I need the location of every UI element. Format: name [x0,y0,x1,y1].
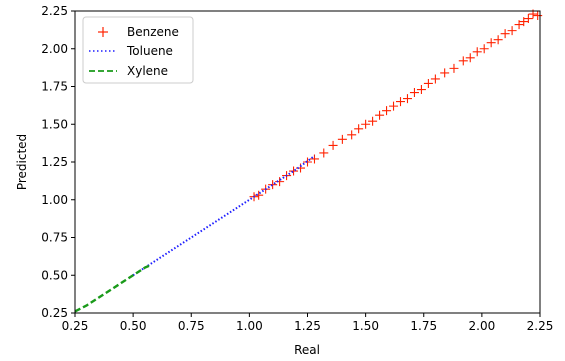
series-line-toluene [132,155,316,277]
data-point-benzene [347,130,357,140]
data-point-benzene [423,78,433,88]
x-tick-label: 0.75 [178,319,205,333]
legend-label-benzene: Benzene [127,25,179,39]
data-point-benzene [458,56,468,66]
x-axis-label: Real [294,343,320,357]
x-tick-label: 1.75 [410,319,437,333]
y-tick-label: 1.75 [41,80,68,94]
data-point-benzene [493,35,503,45]
x-tick-label: 2.25 [527,319,554,333]
x-tick-label: 0.50 [120,319,147,333]
series-benzene [249,9,543,202]
legend-label-toluene: Toluene [126,44,173,58]
data-point-benzene [382,106,392,116]
data-point-benzene [361,119,371,129]
y-tick-label: 1.25 [41,155,68,169]
data-point-benzene [409,88,419,98]
y-tick-label: 0.50 [41,268,68,282]
series-line-xylene [74,263,153,313]
x-tick-label: 1.25 [294,319,321,333]
legend-label-xylene: Xylene [127,64,168,78]
data-point-benzene [289,166,299,176]
data-point-benzene [449,63,459,73]
x-axis: 0.25 0.50 0.75 1.00 1.25 1.50 1.75 2.00 2.25 [62,313,554,333]
y-tick-label: 1.00 [41,193,68,207]
data-point-benzene [440,68,450,78]
data-point-benzene [486,38,496,48]
data-point-benzene [514,20,524,30]
data-point-benzene [472,47,482,57]
data-point-benzene [275,177,285,187]
x-tick-label: 1.50 [352,319,379,333]
data-point-benzene [337,134,347,144]
data-point-benzene [416,85,426,95]
legend: Benzene Toluene Xylene [82,16,194,84]
x-tick-label: 0.25 [62,319,89,333]
data-point-benzene [328,140,338,150]
data-point-benzene [396,97,405,107]
data-point-benzene [375,110,385,120]
data-point-benzene [368,116,378,126]
x-tick-label: 1.00 [236,319,263,333]
y-tick-label: 2.00 [41,42,68,56]
data-point-benzene [430,74,440,84]
data-point-benzene [465,53,475,63]
legend-marker-benzene [98,27,108,37]
y-tick-label: 0.25 [41,306,68,320]
data-point-benzene [533,11,543,21]
data-point-benzene [268,180,278,190]
data-point-benzene [479,44,489,54]
y-tick-label: 1.50 [41,117,68,131]
data-point-benzene [507,26,517,36]
data-point-benzene [354,124,364,134]
data-point-benzene [254,190,264,200]
data-point-benzene [519,17,529,27]
data-point-benzene [402,94,412,104]
plot-area [74,9,543,313]
y-axis-label: Predicted [15,134,29,190]
data-point-benzene [500,29,510,39]
y-axis: 0.25 0.50 0.75 1.00 1.25 1.50 1.75 2.00 2.25 [41,4,75,320]
data-point-benzene [319,148,329,158]
y-tick-label: 0.75 [41,231,68,245]
legend-box [82,16,194,84]
y-tick-label: 2.25 [41,4,68,18]
data-point-benzene [523,14,533,24]
data-point-benzene [389,101,399,111]
x-tick-label: 2.00 [469,319,496,333]
